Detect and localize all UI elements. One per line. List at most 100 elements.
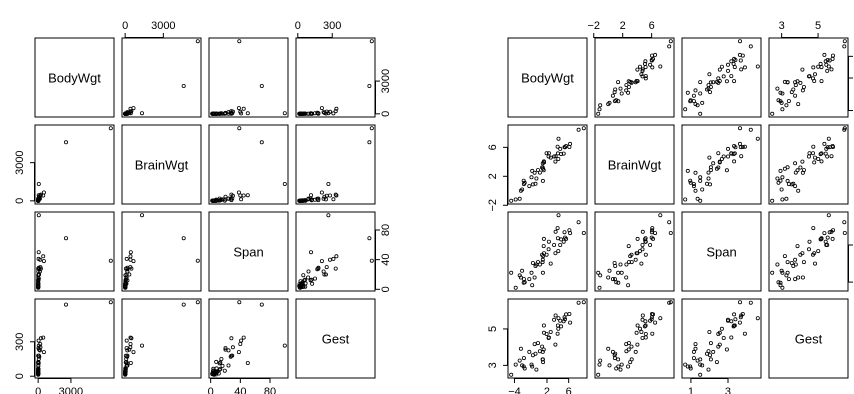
- data-point: [618, 262, 623, 267]
- data-point: [558, 146, 563, 151]
- data-point: [301, 273, 306, 278]
- data-point: [597, 107, 602, 112]
- data-point: [36, 372, 41, 377]
- data-point: [553, 313, 558, 318]
- data-point: [614, 366, 619, 371]
- data-point: [41, 254, 46, 259]
- data-point: [779, 187, 784, 192]
- data-point: [553, 229, 558, 234]
- data-point: [556, 136, 561, 141]
- panel-frame: [121, 124, 202, 205]
- data-point: [220, 363, 225, 368]
- data-point: [319, 106, 324, 111]
- data-point: [825, 154, 830, 159]
- data-point: [316, 198, 321, 203]
- data-point: [780, 175, 785, 180]
- data-point: [634, 330, 639, 335]
- data-point: [36, 360, 41, 365]
- data-point: [518, 188, 523, 193]
- data-point: [819, 79, 824, 84]
- data-point: [513, 197, 518, 202]
- data-point: [553, 342, 558, 347]
- data-point: [786, 99, 791, 104]
- data-point: [635, 67, 640, 72]
- data-point: [598, 358, 603, 363]
- data-point: [705, 351, 710, 356]
- tick-label: 40: [234, 386, 246, 394]
- panel-gest-vs-brainwgt: [121, 298, 202, 379]
- data-point: [695, 358, 700, 363]
- data-point: [693, 188, 698, 193]
- data-point: [556, 213, 561, 218]
- data-point: [653, 320, 658, 325]
- data-point: [108, 258, 113, 263]
- data-point: [36, 353, 41, 358]
- data-point: [691, 184, 696, 189]
- data-point: [738, 126, 743, 131]
- data-point: [309, 198, 314, 203]
- data-point: [795, 244, 800, 249]
- data-point: [124, 346, 129, 351]
- data-point: [606, 102, 611, 107]
- data-point: [618, 367, 623, 372]
- data-point: [610, 93, 615, 98]
- data-point: [323, 111, 328, 116]
- data-point: [700, 100, 705, 105]
- data-point: [36, 343, 41, 348]
- data-point: [282, 181, 287, 186]
- data-point: [691, 93, 696, 98]
- data-point: [786, 277, 791, 282]
- panel-span-vs-bodywgt: [34, 211, 115, 292]
- data-point: [555, 226, 560, 231]
- data-point: [707, 72, 712, 77]
- tick-label: 3: [779, 20, 785, 32]
- data-point: [698, 178, 703, 183]
- data-point: [123, 285, 128, 290]
- data-point: [534, 367, 539, 372]
- data-point: [650, 53, 655, 58]
- data-point: [530, 283, 535, 288]
- x-axis-bodywgt-bottom: 0 3000: [35, 378, 83, 394]
- data-point: [800, 275, 805, 280]
- data-point: [214, 359, 219, 364]
- data-point: [529, 270, 534, 275]
- data-point: [612, 277, 617, 282]
- data-point: [739, 154, 744, 159]
- data-point: [607, 268, 612, 273]
- data-point: [626, 85, 631, 90]
- data-point: [131, 350, 136, 355]
- data-point: [626, 244, 631, 249]
- data-point: [522, 366, 527, 371]
- data-point: [509, 198, 514, 203]
- data-point: [698, 80, 703, 85]
- data-point: [613, 87, 618, 92]
- data-point: [612, 356, 617, 361]
- data-point: [41, 190, 46, 195]
- data-point: [733, 145, 738, 150]
- data-point: [597, 285, 602, 290]
- panel-frame: [295, 298, 376, 379]
- data-point: [688, 180, 693, 185]
- data-point: [668, 39, 673, 44]
- data-point: [700, 187, 705, 192]
- data-point: [842, 220, 847, 225]
- data-point: [640, 317, 645, 322]
- panel-frame: [295, 37, 376, 118]
- data-point: [210, 198, 215, 203]
- data-point: [181, 302, 186, 307]
- data-point: [731, 61, 736, 66]
- data-point: [793, 257, 798, 262]
- data-point: [780, 285, 785, 290]
- data-point: [812, 79, 817, 84]
- data-point: [509, 270, 514, 275]
- data-point: [819, 151, 824, 156]
- data-point: [541, 244, 546, 249]
- data-point: [64, 140, 69, 145]
- data-point: [544, 151, 549, 156]
- data-point: [711, 80, 716, 85]
- data-point: [38, 336, 43, 341]
- data-point: [562, 315, 567, 320]
- variable-label: Span: [233, 245, 263, 260]
- data-point: [581, 126, 586, 131]
- x-axis-span-bottom: 0 40 80: [208, 378, 276, 394]
